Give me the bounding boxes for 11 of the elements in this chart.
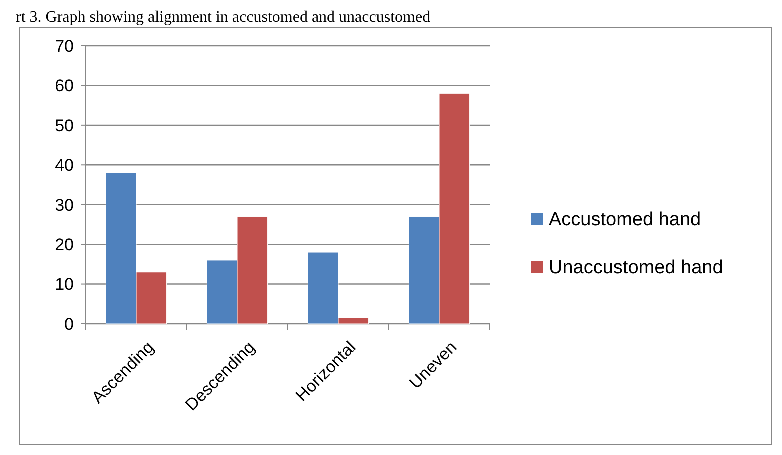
legend-label: Accustomed hand (549, 210, 702, 231)
legend-label: Unaccustomed hand (549, 258, 724, 279)
y-tick-label: 30 (55, 196, 74, 215)
chart-title: rt 3. Graph showing alignment in accustomed and unaccustomed (16, 9, 431, 26)
y-tick-label: 20 (55, 236, 74, 255)
y-tick-label: 0 (64, 314, 74, 334)
y-tick-label: 70 (55, 36, 74, 56)
y-tick-label: 50 (55, 116, 74, 136)
y-tick-label: 10 (55, 275, 74, 294)
y-tick-label: 40 (55, 156, 74, 176)
y-tick-label: 60 (55, 76, 74, 96)
